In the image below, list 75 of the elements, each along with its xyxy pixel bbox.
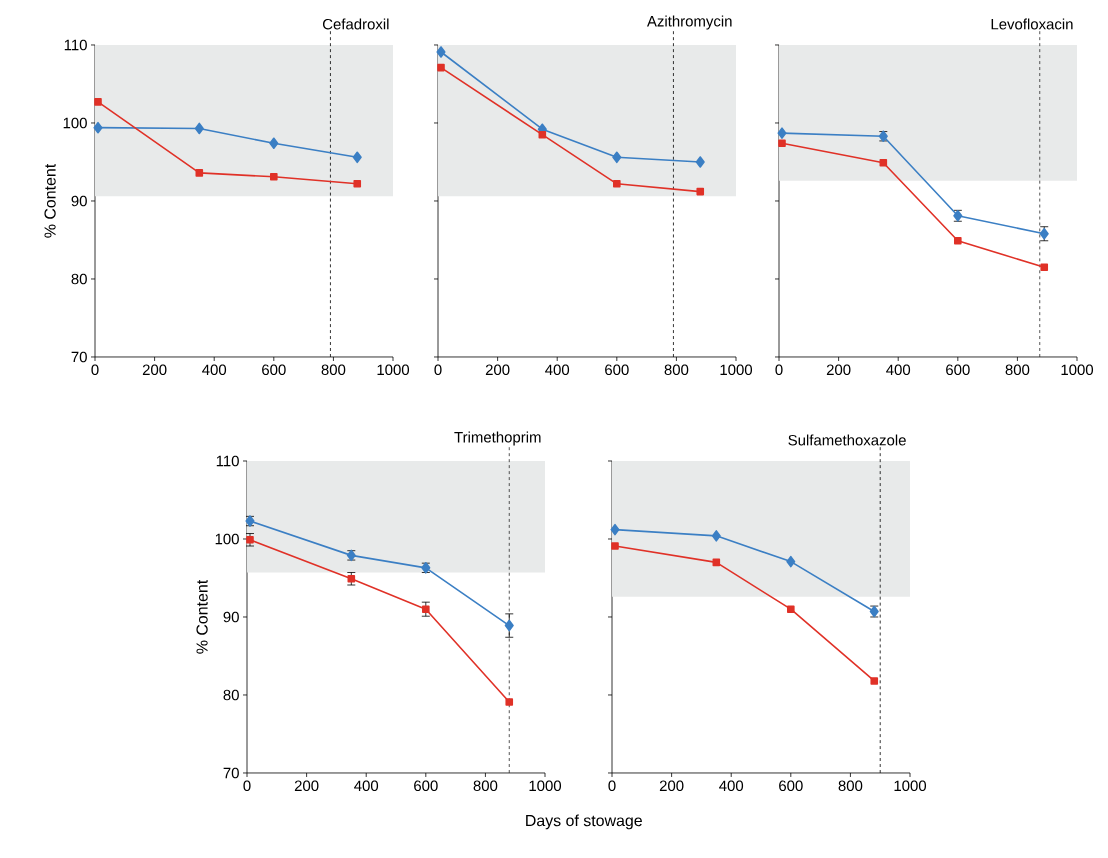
chart-title: Azithromycin <box>646 15 732 30</box>
point <box>1040 263 1049 272</box>
point <box>954 236 962 245</box>
x-tick-label: 200 <box>485 364 510 376</box>
x-tick-label: 800 <box>664 364 689 376</box>
point <box>870 677 879 685</box>
x-tick-label: 200 <box>142 364 167 376</box>
point <box>787 605 795 613</box>
x-tick-label: 400 <box>886 364 911 376</box>
point <box>352 151 362 164</box>
point <box>269 137 279 150</box>
point <box>194 122 204 135</box>
y-tick-label: 70 <box>223 767 239 779</box>
x-tick-label: 400 <box>354 780 379 792</box>
x-tick-label: 400 <box>545 364 570 376</box>
point <box>505 698 514 706</box>
point <box>353 180 362 188</box>
x-tick-label: 800 <box>321 364 346 376</box>
point <box>270 173 278 181</box>
point <box>879 158 888 167</box>
chart-title: Trimethoprim <box>454 431 541 446</box>
y-tick-label: 100 <box>63 117 87 129</box>
y-tick-label: 90 <box>223 611 239 623</box>
x-tick-label: 800 <box>1005 364 1030 376</box>
chart-title: Levofloxacin <box>991 18 1073 30</box>
point <box>504 619 514 632</box>
x-tick-label: 200 <box>826 364 851 376</box>
y-tick-label: 80 <box>71 273 87 285</box>
x-tick-label: 600 <box>605 364 629 376</box>
x-axis-title: Days of stowage <box>526 814 642 830</box>
point <box>695 156 705 168</box>
point <box>437 63 445 72</box>
y-tick-label: 70 <box>71 351 87 363</box>
point <box>611 542 619 550</box>
y-axis-title: % Content <box>44 163 56 238</box>
x-tick-label: 200 <box>659 780 684 792</box>
x-tick-label: 400 <box>719 780 744 792</box>
x-tick-label: 400 <box>202 364 227 376</box>
point <box>436 46 446 58</box>
chart-title: Sulfamethoxazole <box>788 434 906 446</box>
point <box>711 530 721 542</box>
y-tick-label: 100 <box>215 533 239 545</box>
y-axis-title: % Content <box>196 579 208 654</box>
x-tick-label: 1000 <box>720 364 753 376</box>
x-tick-label: 800 <box>838 780 863 792</box>
x-tick-label: 0 <box>434 364 442 376</box>
x-tick-label: 600 <box>414 780 438 792</box>
point <box>195 169 204 177</box>
x-tick-label: 1000 <box>894 780 927 792</box>
point <box>610 523 620 536</box>
y-tick-label: 110 <box>216 455 239 467</box>
point <box>612 151 622 164</box>
x-tick-label: 0 <box>608 780 616 792</box>
point <box>94 98 102 106</box>
y-tick-label: 90 <box>71 195 87 207</box>
chart-title: Cefadroxil <box>322 18 389 30</box>
y-tick-label: 80 <box>223 689 239 701</box>
x-tick-label: 1000 <box>377 364 410 376</box>
x-tick-label: 800 <box>473 780 498 792</box>
point <box>613 180 621 188</box>
x-tick-label: 0 <box>243 780 251 792</box>
x-tick-label: 600 <box>262 364 286 376</box>
y-tick-label: 110 <box>64 39 87 51</box>
x-tick-label: 200 <box>294 780 319 792</box>
point <box>777 127 787 139</box>
point <box>786 555 796 568</box>
x-tick-label: 600 <box>946 364 970 376</box>
x-tick-label: 600 <box>779 780 803 792</box>
x-tick-label: 1000 <box>529 780 562 792</box>
point <box>778 139 786 148</box>
x-tick-label: 0 <box>91 364 99 376</box>
point <box>696 187 705 196</box>
point <box>93 121 103 134</box>
x-tick-label: 1000 <box>1061 364 1094 376</box>
x-tick-label: 0 <box>775 364 783 376</box>
